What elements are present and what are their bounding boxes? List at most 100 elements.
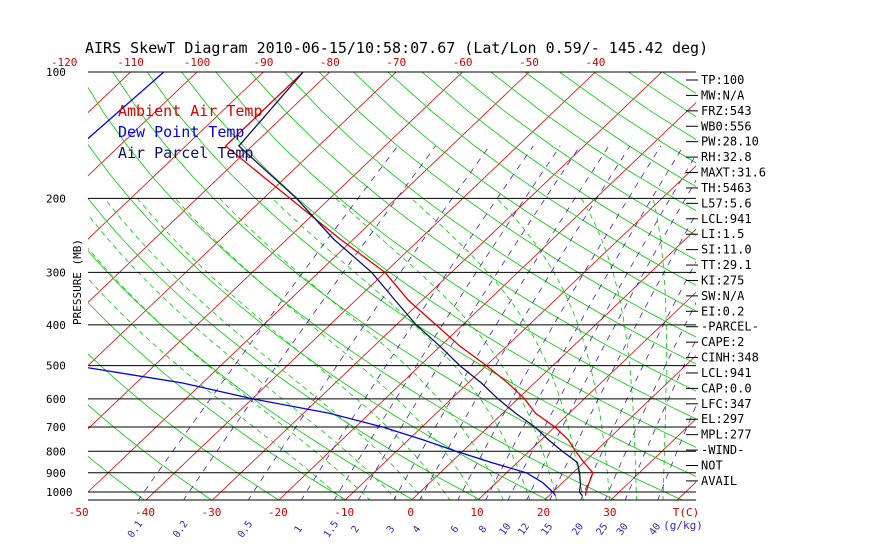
index-value: WB0:556: [701, 119, 752, 133]
dry-adiabat-line: [387, 72, 696, 286]
pressure-tick-label: 100: [46, 66, 66, 79]
isotherm-line: [88, 72, 463, 430]
pressure-tick-label: 600: [46, 393, 66, 406]
index-value: LCL:941: [701, 366, 752, 380]
index-value: -PARCEL-: [701, 320, 759, 334]
bottom-temp-tick-label: -20: [268, 506, 288, 519]
isotherm-line: [88, 72, 198, 177]
index-value: NOT: [701, 459, 723, 473]
isotherm-line: [88, 72, 264, 240]
index-value: AVAIL: [701, 474, 737, 488]
bottom-temp-tick-label: 20: [537, 506, 550, 519]
mixing-ratio-label: 2: [350, 524, 362, 535]
moist-adiabat-line: [219, 198, 504, 500]
dry-adiabat-line: [88, 353, 280, 500]
dry-adiabat-line: [249, 72, 696, 392]
dry-adiabat-line: [421, 72, 696, 261]
bottom-temp-tick-label: 30: [603, 506, 616, 519]
index-value: MPL:277: [701, 428, 752, 442]
top-temp-tick-label: -50: [519, 56, 539, 69]
legend: Ambient Air Temp Dew Point Temp Air Parcel…: [118, 102, 263, 162]
mixing-ratio-label: 3: [385, 524, 397, 535]
isotherm-line: [610, 418, 696, 500]
temp-axis-unit-label: T(C): [673, 506, 700, 519]
dry-adiabat-line: [88, 143, 549, 500]
index-value: SW:N/A: [701, 289, 745, 303]
moist-adiabat-line: [175, 198, 478, 500]
moist-adiabat-line: [581, 198, 637, 500]
moist-adiabat-line: [88, 214, 398, 500]
index-value: TH:5463: [701, 181, 752, 195]
top-temp-tick-label: -60: [453, 56, 473, 69]
chart-title: AIRS SkewT Diagram 2010-06-15/10:58:07.6…: [85, 39, 708, 57]
dry-adiabat-line: [88, 86, 616, 500]
index-value: SI:11.0: [701, 243, 752, 257]
pressure-tick-label: 800: [46, 445, 66, 458]
pressure-tick-label: 400: [46, 319, 66, 332]
isotherm-line: [477, 291, 696, 500]
index-value: MAXT:31.6: [701, 166, 766, 180]
top-temp-tick-label: -80: [320, 56, 340, 69]
dry-adiabat-line: [181, 72, 696, 448]
isotherm-line: [88, 72, 530, 493]
pressure-tick-label: 900: [46, 467, 66, 480]
ambient-temp-line: [224, 72, 594, 496]
y-axis-label: PRESSURE (MB): [71, 239, 84, 325]
top-temp-tick-label: -40: [585, 56, 605, 69]
moist-adiabat-line: [88, 277, 344, 500]
grid-layer: [88, 72, 696, 500]
index-value: EI:0.2: [701, 304, 744, 318]
pressure-tick-label: 500: [46, 360, 66, 373]
index-value: KI:275: [701, 273, 744, 287]
index-value: FRZ:543: [701, 104, 752, 118]
mixing-ratio-label: 6: [449, 524, 461, 535]
moist-adiabat-line: [335, 198, 557, 500]
bottom-temp-tick-label: -10: [334, 506, 354, 519]
mixing-ratio-label: 1: [293, 524, 305, 535]
index-value: CAP:0.0: [701, 381, 752, 395]
moist-adiabat-line: [652, 198, 667, 500]
top-temp-tick-label: -100: [184, 56, 211, 69]
pressure-tick-label: 700: [46, 421, 66, 434]
top-temp-tick-label: -110: [117, 56, 144, 69]
legend-entry: Dew Point Temp: [118, 123, 244, 141]
series-layer: [88, 72, 594, 496]
bottom-temp-tick-label: 10: [470, 506, 483, 519]
index-value: EL:297: [701, 412, 744, 426]
index-value: TP:100: [701, 73, 744, 87]
dry-adiabat-line: [88, 250, 415, 500]
top-temp-tick-label: -120: [51, 56, 78, 69]
mixing-ratio-unit-label: (g/kg): [663, 519, 703, 532]
moist-adiabat-line: [137, 198, 451, 500]
dry-adiabat-line: [112, 72, 684, 500]
pressure-tick-label: 300: [46, 266, 66, 279]
dry-adiabat-line: [88, 301, 347, 500]
dry-adiabat-line: [353, 72, 696, 312]
bottom-temp-tick-label: -40: [135, 506, 155, 519]
parcel-temp-line: [237, 72, 583, 496]
index-value: LFC:347: [701, 397, 752, 411]
dry-adiabat-line: [88, 197, 482, 500]
index-value: MW:N/A: [701, 88, 745, 102]
index-value: LCL:941: [701, 212, 752, 226]
dew-point-line: [88, 72, 557, 496]
bottom-temp-tick-label: -30: [202, 506, 222, 519]
isotherm-line: [543, 355, 696, 500]
legend-entry: Air Parcel Temp: [118, 144, 253, 162]
index-value: L57:5.6: [701, 196, 752, 210]
index-value: RH:32.8: [701, 150, 752, 164]
index-value: TT:29.1: [701, 258, 752, 272]
legend-entry: Ambient Air Temp: [118, 102, 263, 120]
isotherm-line: [278, 102, 696, 500]
isobar-layer: [88, 71, 696, 501]
moist-adiabat-line: [88, 247, 371, 500]
pressure-tick-label: 200: [46, 192, 66, 205]
top-temp-tick-label: -90: [253, 56, 273, 69]
isotherm-line: [344, 165, 696, 500]
index-value: CAPE:2: [701, 335, 744, 349]
isotherm-line: [88, 72, 397, 367]
moist-adiabat-line: [496, 198, 611, 500]
pressure-tick-label: 1000: [46, 486, 73, 499]
